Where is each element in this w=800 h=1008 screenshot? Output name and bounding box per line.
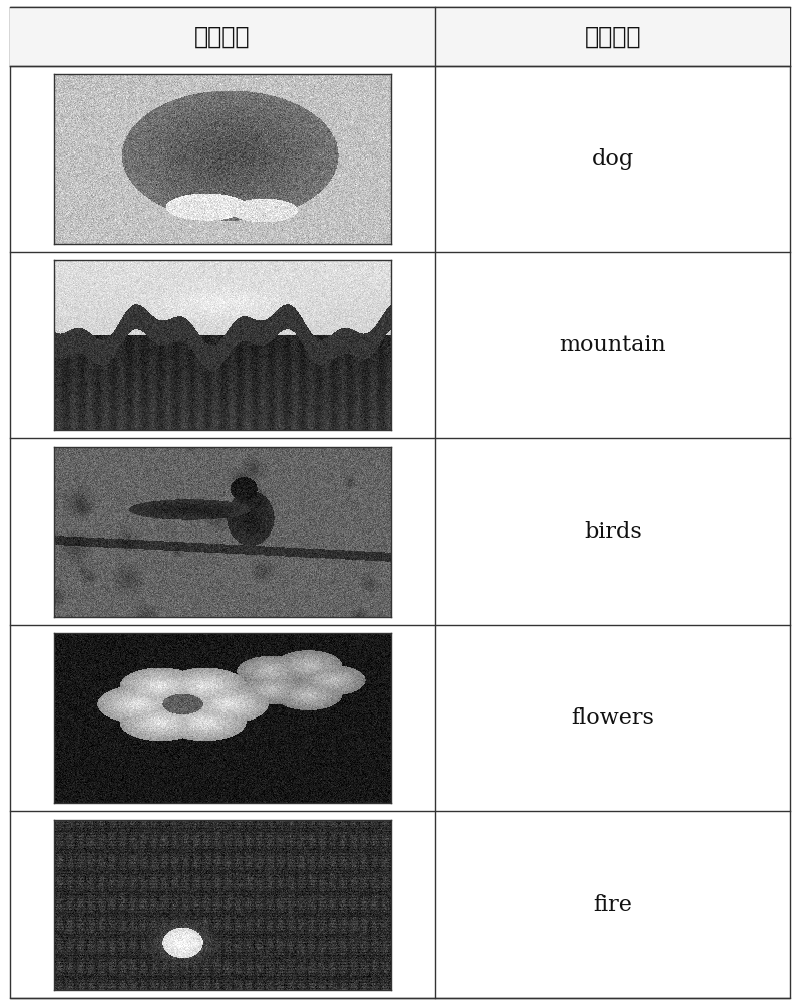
Bar — [10, 7, 790, 66]
Text: birds: birds — [584, 521, 642, 542]
Text: fire: fire — [594, 894, 632, 915]
Text: mountain: mountain — [559, 335, 666, 356]
Text: 分类结果: 分类结果 — [585, 24, 641, 48]
Text: flowers: flowers — [571, 708, 654, 729]
Text: dog: dog — [592, 148, 634, 169]
Text: 图像举例: 图像举例 — [194, 24, 250, 48]
